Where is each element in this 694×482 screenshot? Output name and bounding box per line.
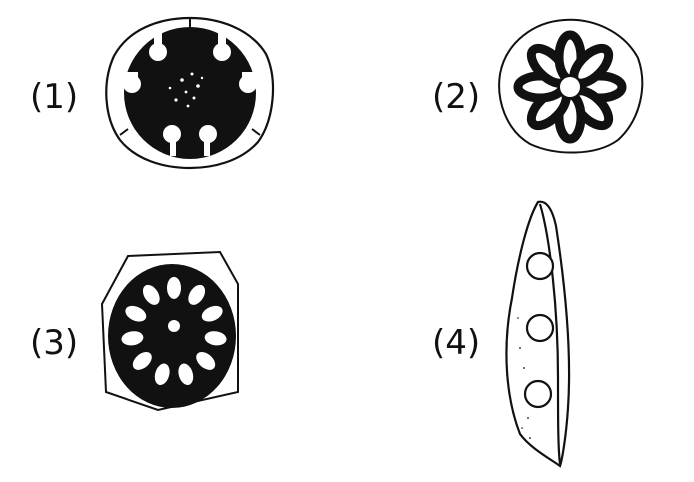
locule bbox=[196, 351, 216, 370]
figure-2-cross-section bbox=[498, 18, 644, 154]
figure-3-cross-section bbox=[100, 250, 239, 412]
locule bbox=[188, 284, 206, 305]
locule bbox=[201, 305, 223, 322]
locule bbox=[132, 351, 152, 370]
locule bbox=[154, 363, 170, 386]
label-3: (3) bbox=[30, 323, 79, 363]
label-1: (1) bbox=[30, 77, 79, 117]
locule bbox=[204, 331, 227, 346]
label-4: (4) bbox=[432, 323, 481, 363]
locule bbox=[167, 276, 181, 299]
locule bbox=[142, 284, 160, 305]
locule bbox=[125, 305, 147, 322]
locule bbox=[121, 331, 144, 346]
figure-4-pea-pod bbox=[505, 200, 571, 468]
locule bbox=[178, 363, 194, 386]
label-2: (2) bbox=[432, 77, 481, 117]
figure-1-cross-section bbox=[105, 16, 275, 170]
